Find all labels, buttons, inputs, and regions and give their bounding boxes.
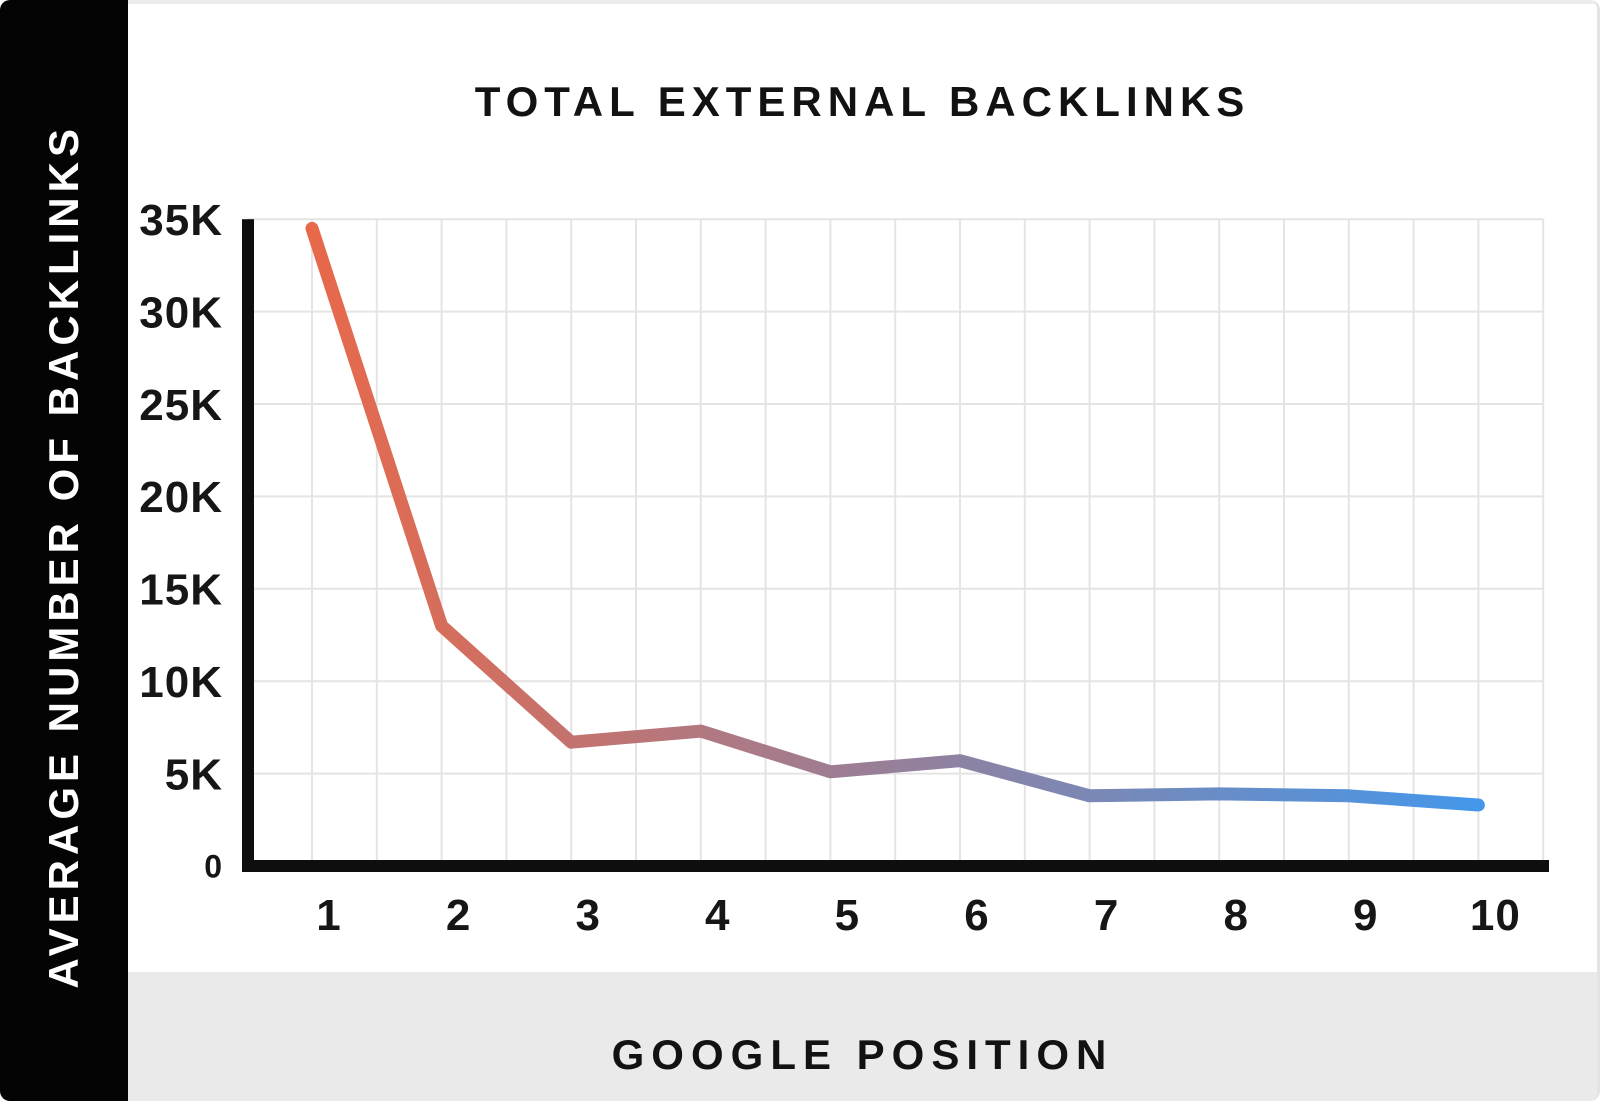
top-strip <box>128 0 1597 4</box>
chart-title: TOTAL EXTERNAL BACKLINKS <box>474 78 1251 125</box>
data-line <box>305 221 1485 812</box>
x-axis-title: GOOGLE POSITION <box>611 1030 1114 1078</box>
y-tick-label: 20K <box>139 473 223 522</box>
y-axis-line <box>242 219 254 872</box>
x-axis-title-bar: GOOGLE POSITION <box>128 972 1597 1101</box>
y-tick-label: 10K <box>139 658 223 707</box>
y-axis-title: AVERAGE NUMBER OF BACKLINKS <box>40 124 87 989</box>
x-tick-label: 4 <box>705 891 730 940</box>
y-tick-label: 5K <box>165 750 223 799</box>
y-tick-label: 35K <box>139 196 223 245</box>
x-tick-label: 2 <box>446 891 471 940</box>
x-tick-label: 7 <box>1094 891 1119 940</box>
y-tick-label: 15K <box>139 566 223 615</box>
x-tick-label: 3 <box>575 891 600 940</box>
x-tick-label: 10 <box>1470 891 1521 940</box>
y-tick-label: 30K <box>139 288 223 337</box>
x-tick-label: 1 <box>316 891 341 940</box>
y-tick-label: 0 <box>204 849 223 885</box>
y-axis-title-bar: AVERAGE NUMBER OF BACKLINKS <box>0 0 128 1101</box>
x-tick-label: 5 <box>835 891 860 940</box>
x-tick-label: 6 <box>964 891 989 940</box>
y-tick-label: 25K <box>139 381 223 430</box>
x-axis-line <box>242 860 1549 872</box>
x-tick-label: 9 <box>1353 891 1378 940</box>
x-tick-label: 8 <box>1223 891 1248 940</box>
